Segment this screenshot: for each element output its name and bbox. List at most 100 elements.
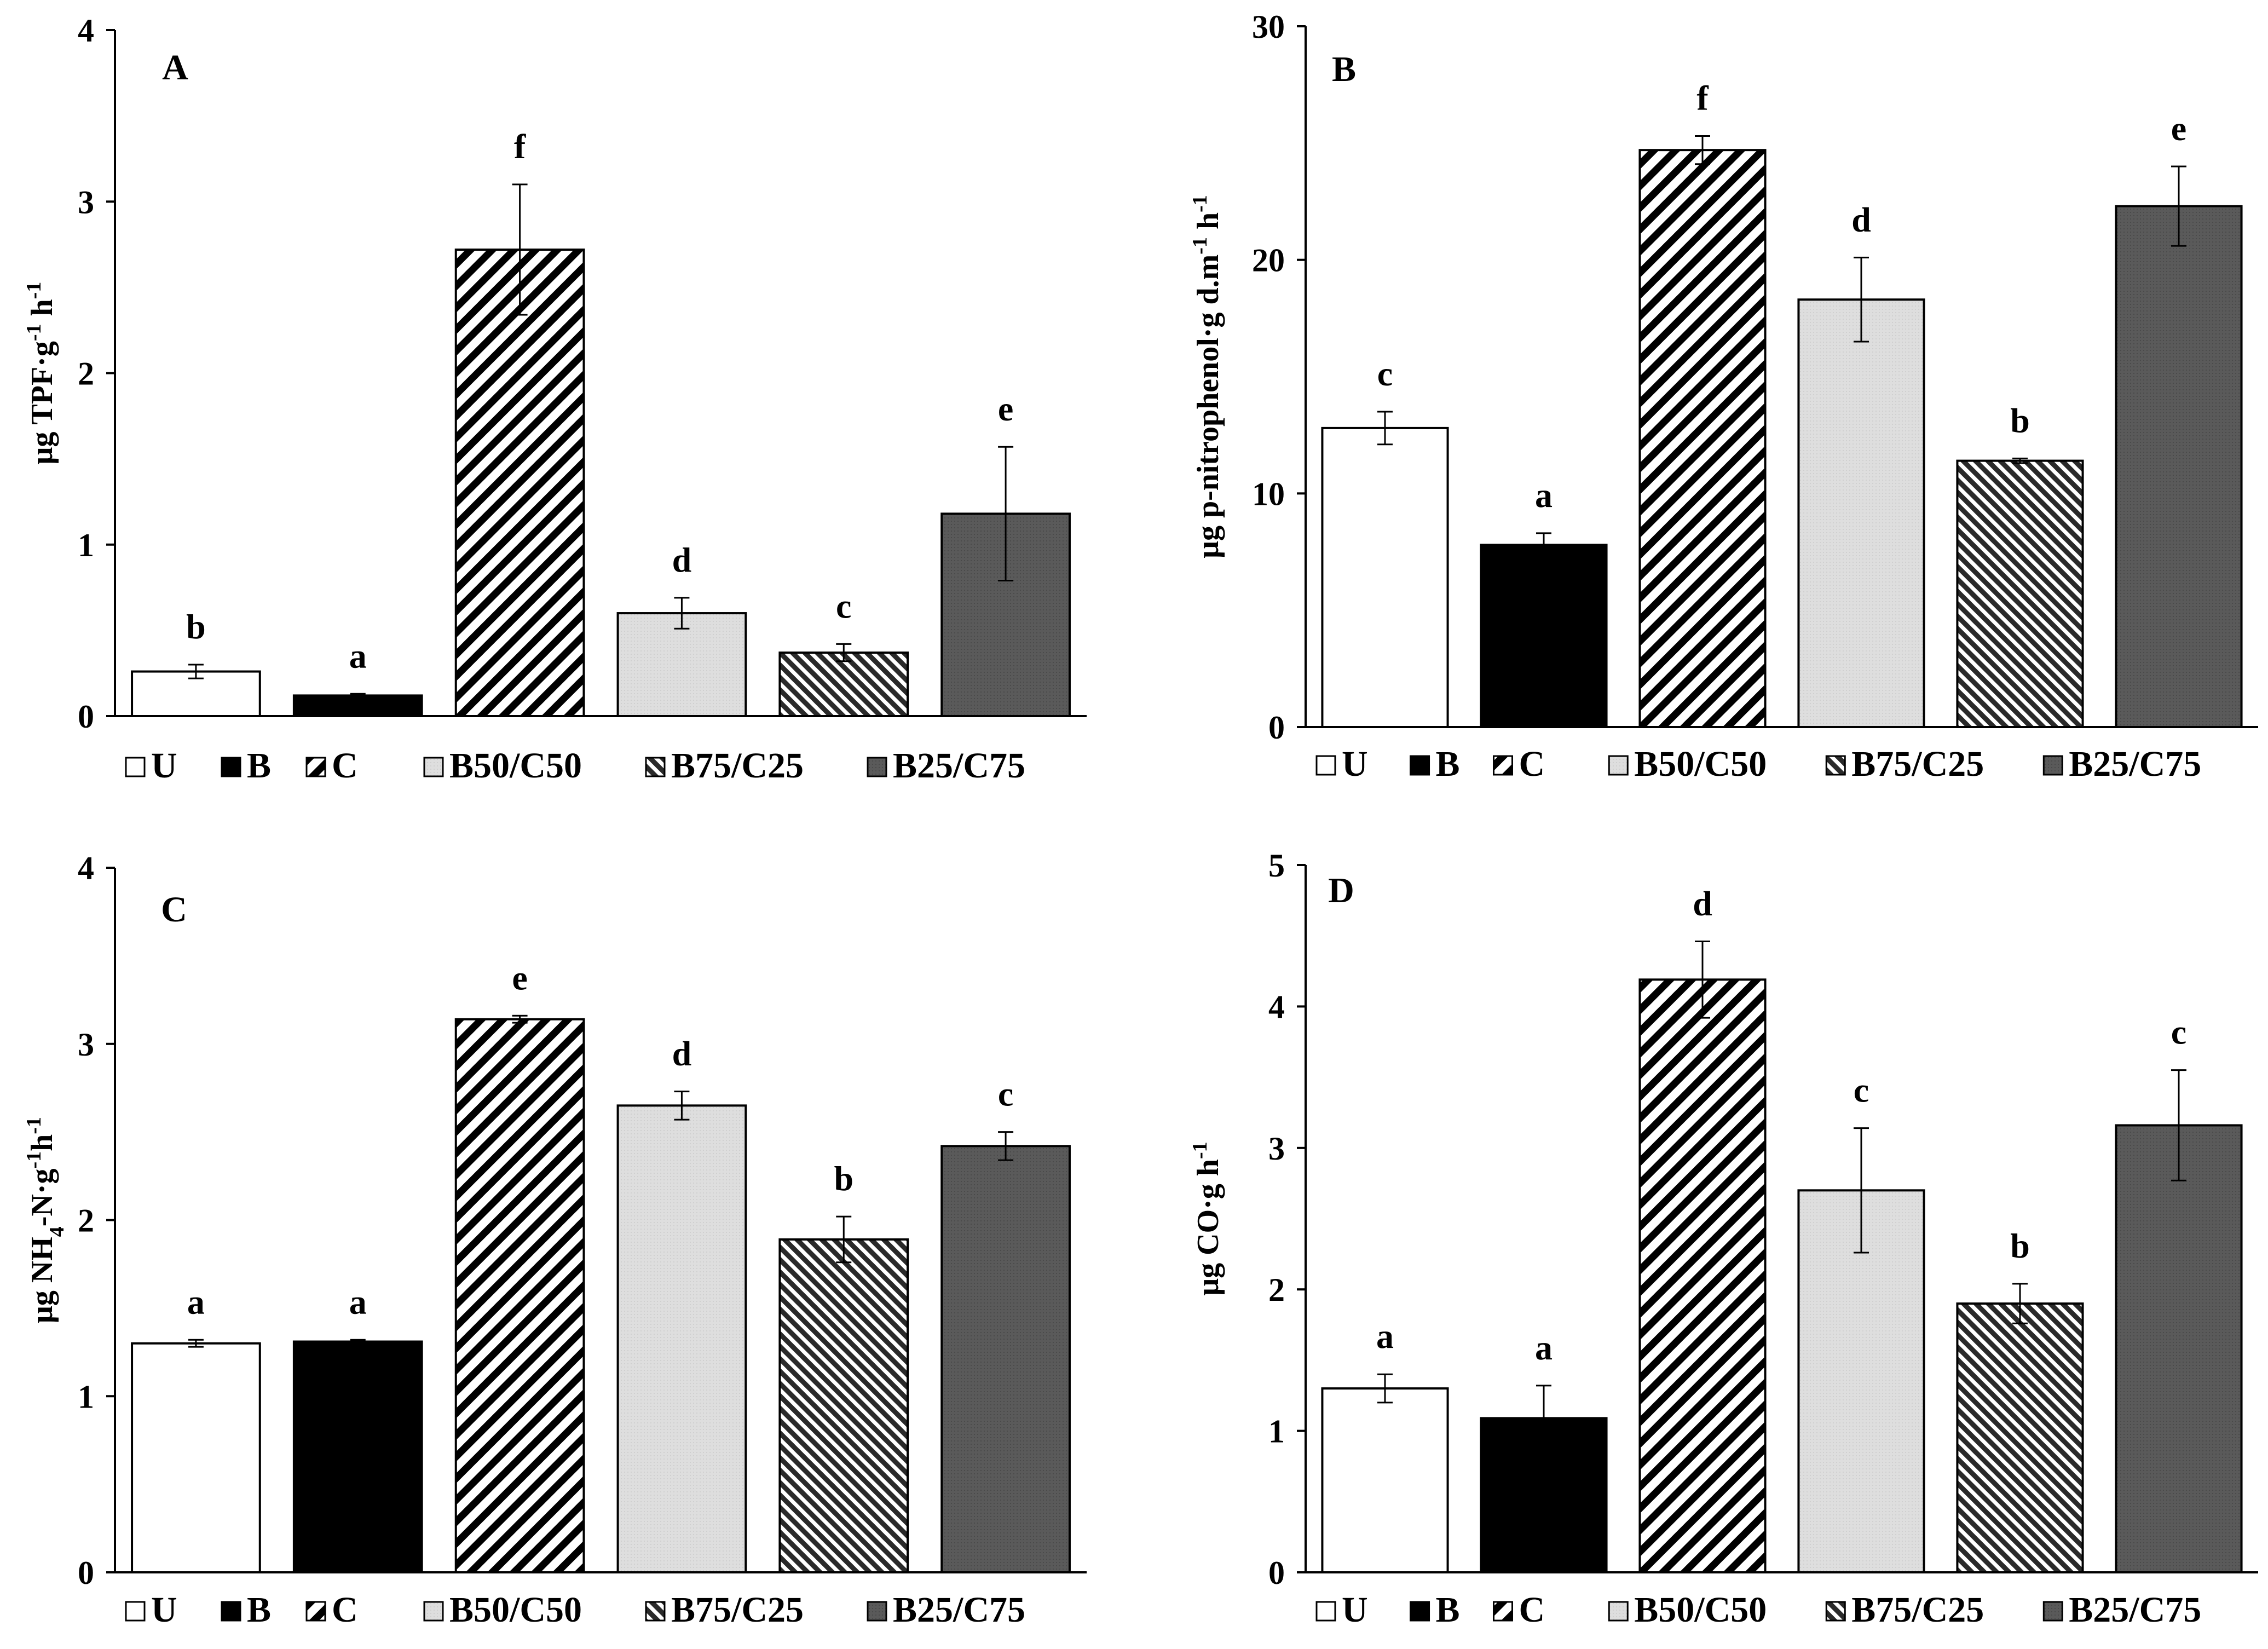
- error-bar-b25-c75: [2171, 1069, 2186, 1181]
- legend-item-b: B: [1410, 1590, 1460, 1630]
- error-bar-b: [1536, 532, 1551, 558]
- legend-item-u: U: [125, 1590, 177, 1630]
- legend-item-b50-c50: B50/C50: [423, 1590, 582, 1630]
- bar-b25-c75: [2115, 1124, 2243, 1574]
- significance-letter: b: [834, 1159, 853, 1198]
- legend: U B C B50/C50 B75/C25 B25/C75: [125, 1590, 1025, 1630]
- legend-swatch: [221, 1601, 241, 1622]
- legend-swatch: [1825, 1601, 1846, 1622]
- y-tick-label: 2: [78, 1203, 94, 1239]
- legend-label: B: [247, 746, 271, 786]
- legend-item-c: C: [1492, 744, 1545, 784]
- significance-letter: a: [349, 1282, 367, 1321]
- legend-swatch: [125, 757, 146, 777]
- bar-u: [1321, 426, 1449, 728]
- significance-letter: e: [2171, 109, 2186, 148]
- legend-swatch: [645, 757, 666, 777]
- significance-letter: e: [512, 958, 527, 997]
- error-bar-c: [512, 183, 528, 316]
- y-tick-label: 5: [1268, 847, 1285, 884]
- legend-label: B50/C50: [1634, 1590, 1767, 1630]
- y-tick-label: 1: [78, 1379, 94, 1415]
- y-tick-label: 3: [78, 184, 94, 220]
- significance-letter: b: [2010, 401, 2030, 440]
- error-bar-b75-c25: [836, 643, 852, 662]
- legend-item-u: U: [1315, 1590, 1368, 1630]
- legend-item-b25-c75: B25/C75: [867, 746, 1025, 786]
- legend-swatch: [423, 1601, 444, 1622]
- error-bar-b75-c25: [836, 1215, 852, 1264]
- error-bar-b: [1536, 1385, 1551, 1452]
- y-tick-label: 0: [1268, 1555, 1285, 1591]
- error-bar-b25-c75: [998, 1131, 1014, 1161]
- significance-letter: f: [1696, 79, 1709, 118]
- significance-letter: a: [1535, 1328, 1553, 1367]
- error-bar-b50-c50: [674, 597, 690, 630]
- y-tick-label: 2: [78, 356, 94, 392]
- legend-item-b50-c50: B50/C50: [1608, 1590, 1767, 1630]
- legend-item-b25-c75: B25/C75: [2042, 744, 2201, 784]
- panel-a: 0 1 2 3 4 Aμg TPF·g-1 h-1 b a f d c e U B C B50/C50 B75/…: [22, 13, 1087, 786]
- legend-label: B25/C75: [893, 1590, 1025, 1630]
- significance-letter: d: [672, 1034, 692, 1073]
- bar-b25-c75: [940, 1145, 1071, 1573]
- y-tick-label: 1: [1268, 1414, 1285, 1450]
- y-tick-label: 30: [1252, 9, 1285, 45]
- legend-item-c: C: [305, 746, 358, 786]
- y-axis-title: μg p-nitrophenol·g d.m-1 h-1: [1188, 195, 1225, 558]
- legend-item-b50-c50: B50/C50: [1608, 744, 1767, 784]
- error-bar-b50-c50: [1854, 1127, 1869, 1254]
- legend-item-u: U: [125, 746, 177, 786]
- legend-swatch: [867, 757, 887, 777]
- y-tick-label: 3: [1268, 1131, 1285, 1167]
- bar-c: [1638, 149, 1767, 729]
- legend-label: C: [1519, 1590, 1545, 1630]
- legend-swatch: [2042, 1601, 2063, 1622]
- y-tick-label: 0: [1268, 710, 1285, 746]
- legend-label: U: [1342, 1590, 1368, 1630]
- legend-label: B25/C75: [893, 746, 1025, 786]
- legend-label: B: [1436, 744, 1460, 784]
- legend-label: B50/C50: [449, 746, 582, 786]
- bar-b50-c50: [616, 612, 747, 718]
- error-bar-b: [350, 693, 366, 699]
- legend-label: C: [1519, 744, 1545, 784]
- bar-b50-c50: [1797, 1189, 1925, 1574]
- legend-label: B50/C50: [1634, 744, 1767, 784]
- bar-b50-c50: [1797, 298, 1925, 728]
- legend-label: B: [1436, 1590, 1460, 1630]
- legend-swatch: [423, 757, 444, 777]
- error-bar-u: [188, 664, 204, 679]
- bar-b75-c25: [1956, 459, 2084, 728]
- y-tick-label: 4: [78, 850, 94, 886]
- legend-swatch: [1608, 1601, 1629, 1622]
- bar-u: [131, 1342, 261, 1574]
- error-bar-u: [1377, 1373, 1393, 1404]
- y-tick-label: 4: [1268, 989, 1285, 1025]
- panel-d: 0 1 2 3 4 5 Dμg CO·g h-1 a a d c b c U B C B50/C50 B75/C2…: [1188, 847, 2258, 1630]
- legend-item-b50-c50: B50/C50: [423, 746, 582, 786]
- error-bar-c: [1695, 941, 1710, 1019]
- panel-label: C: [161, 890, 187, 930]
- significance-letter: d: [672, 540, 692, 579]
- y-tick-label: 10: [1252, 476, 1285, 512]
- legend-item-b: B: [221, 746, 271, 786]
- y-tick-label: 4: [78, 13, 94, 49]
- significance-letter: c: [998, 1075, 1013, 1114]
- legend-label: B25/C75: [2069, 1590, 2201, 1630]
- error-bar-u: [188, 1339, 204, 1348]
- bar-b75-c25: [778, 651, 909, 718]
- bar-b: [292, 1340, 423, 1574]
- bar-b25-c75: [2115, 205, 2243, 728]
- bar-b: [1480, 544, 1608, 728]
- legend-item-b75-c25: B75/C25: [1825, 744, 1984, 784]
- legend-swatch: [1825, 755, 1846, 776]
- legend-swatch: [1492, 1601, 1513, 1622]
- legend-swatch: [645, 1601, 666, 1622]
- legend-swatch: [1492, 755, 1513, 776]
- significance-letter: e: [998, 389, 1013, 428]
- legend-label: B75/C25: [1851, 1590, 1984, 1630]
- legend-swatch: [1608, 755, 1629, 776]
- legend: U B C B50/C50 B75/C25 B25/C75: [1315, 744, 2201, 784]
- legend-swatch: [305, 757, 326, 777]
